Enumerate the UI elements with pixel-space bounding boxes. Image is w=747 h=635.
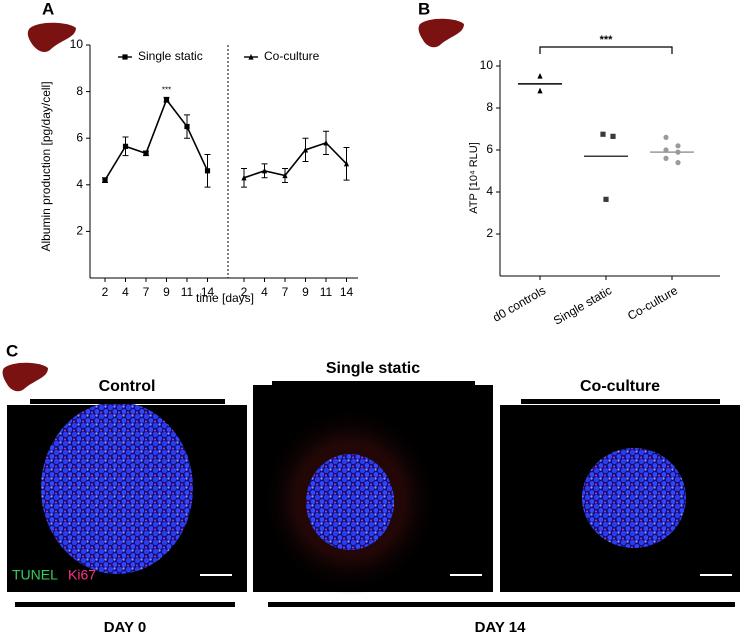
y-axis-label: Albumin production [pg/day/cell] [39, 81, 53, 251]
panel-label: C [6, 341, 18, 360]
marker [248, 53, 254, 60]
marker [163, 97, 170, 103]
marker [204, 168, 211, 174]
x-tick-label: Single static [551, 283, 614, 327]
day-bar [15, 602, 235, 607]
panel-label: A [42, 0, 54, 18]
y-tick-label: 10 [70, 37, 84, 51]
y-axis-label: ATP [10⁴ RLU] [468, 142, 480, 214]
x-tick-label: 9 [302, 285, 309, 299]
liver-icon [2, 362, 48, 392]
significance-bracket [539, 46, 673, 54]
marker [282, 172, 288, 179]
title-bar [272, 381, 475, 386]
x-tick-label: 4 [122, 285, 129, 299]
x-tick-label: 7 [282, 285, 289, 299]
marker [241, 174, 247, 181]
x-tick-label: 2 [102, 285, 109, 299]
x-tick-label: 14 [201, 285, 215, 299]
day-label: DAY 0 [104, 619, 147, 635]
marker [600, 131, 606, 137]
series-line [104, 98, 209, 181]
x-axis-label: time [days] [196, 291, 254, 305]
legend-label: Co-culture [264, 49, 320, 63]
spheroid [41, 402, 193, 574]
stain-label: Ki67 [68, 567, 96, 583]
panel-label: B [418, 0, 430, 18]
title-bar [30, 399, 225, 404]
marker [663, 155, 669, 161]
x-tick-label: 7 [143, 285, 150, 299]
y-tick-label: 10 [480, 58, 494, 72]
x-tick-label: 4 [261, 285, 268, 299]
marker [663, 134, 669, 140]
significance: *** [162, 86, 171, 95]
marker [122, 54, 128, 60]
stain-label: TUNEL [12, 567, 58, 583]
x-tick-label: 2 [241, 285, 248, 299]
marker [663, 147, 669, 153]
marker [537, 72, 543, 79]
marker [184, 123, 190, 130]
y-tick-label: 4 [76, 177, 83, 191]
x-tick-label: d0 controls [490, 283, 548, 324]
marker [102, 177, 108, 183]
liver-icon [27, 22, 76, 53]
spheroid [306, 454, 394, 550]
liver-icon [418, 18, 464, 48]
y-tick-label: 6 [486, 142, 493, 156]
series-line [243, 141, 348, 179]
marker [343, 160, 350, 167]
image-title: Single static [326, 360, 420, 377]
y-tick-label: 2 [76, 224, 83, 238]
x-tick-label: 9 [163, 285, 170, 299]
marker [603, 196, 609, 202]
y-tick-label: 6 [76, 130, 83, 144]
y-tick-label: 2 [486, 226, 493, 240]
day-bar [268, 602, 735, 607]
marker [675, 143, 681, 149]
x-tick-label: 14 [340, 285, 354, 299]
marker [610, 133, 616, 139]
image-title: Control [99, 378, 156, 395]
marker [323, 139, 329, 146]
x-tick-label: Co-culture [625, 283, 680, 323]
marker [143, 150, 149, 156]
day-label: DAY 14 [475, 619, 527, 635]
y-tick-label: 8 [76, 84, 83, 98]
y-tick-label: 4 [486, 184, 493, 198]
spheroid [582, 448, 686, 548]
x-tick-label: 11 [320, 285, 333, 299]
x-tick-label: 11 [181, 285, 194, 299]
legend-label: Single static [138, 49, 203, 63]
significance: *** [600, 34, 614, 46]
marker [122, 143, 129, 149]
title-bar [521, 399, 720, 404]
marker [537, 87, 543, 94]
marker [302, 146, 309, 153]
marker [261, 167, 268, 174]
image-title: Co-culture [580, 378, 660, 395]
marker [675, 160, 681, 166]
y-tick-label: 8 [486, 100, 493, 114]
